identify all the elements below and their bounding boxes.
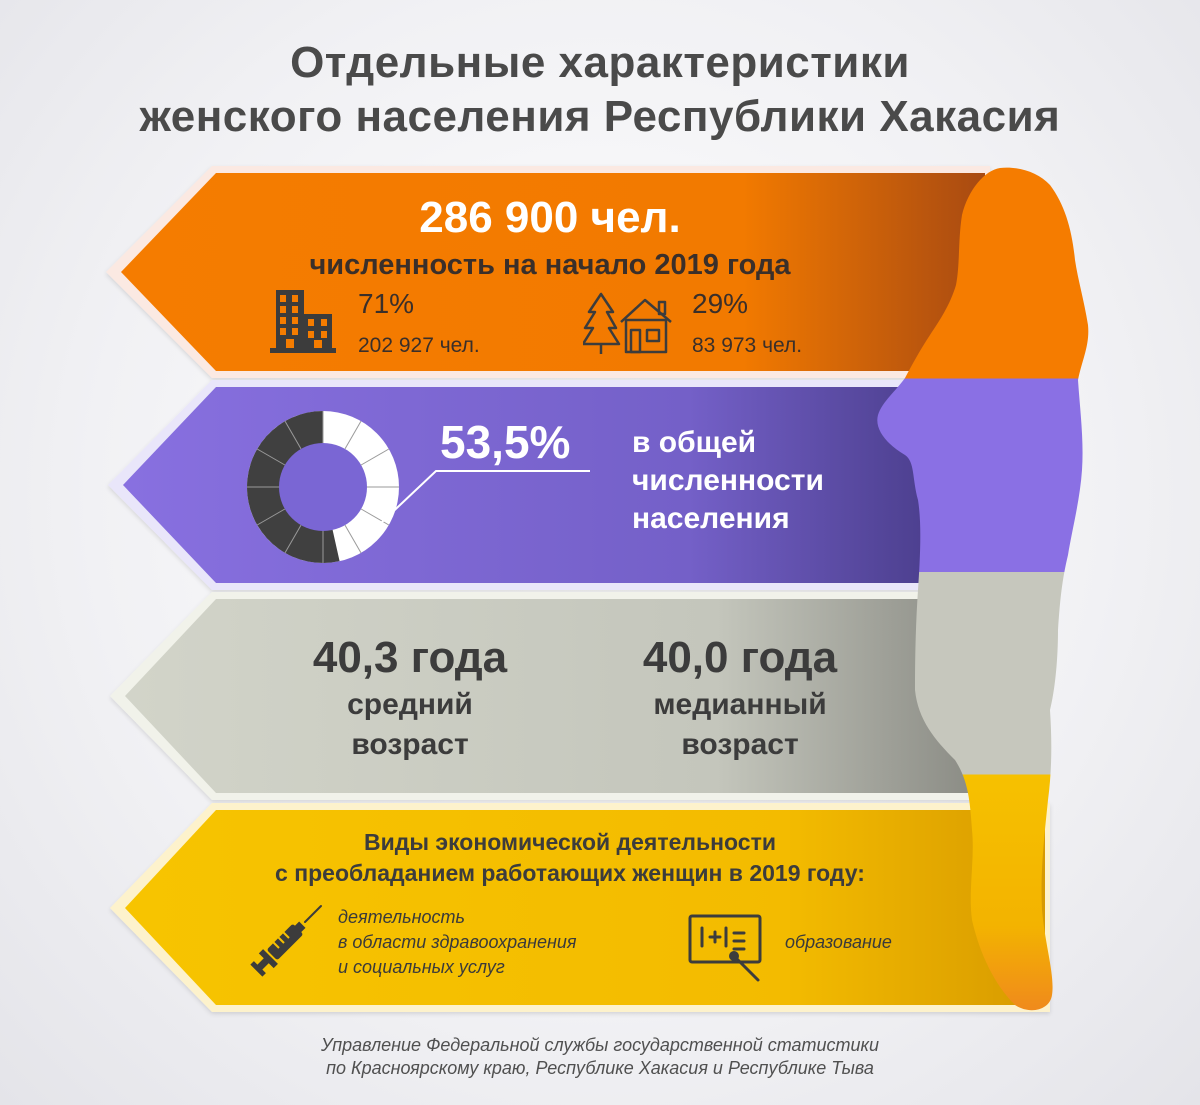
apartment-building-icon <box>270 290 336 353</box>
share-label-line-3: населения <box>632 502 790 535</box>
footer-line-2: по Красноярскому краю, Республике Хакаси… <box>326 1058 874 1078</box>
band-yellow <box>125 810 1045 1005</box>
share-leader-line <box>381 470 590 523</box>
mean-age-label-1: средний <box>347 688 473 721</box>
title-line-2: женского населения Республики Хакасия <box>139 92 1061 141</box>
chalkboard-icon <box>688 914 762 982</box>
footer-line-1: Управление Федеральной службы государств… <box>320 1035 880 1055</box>
band-orange <box>121 173 985 371</box>
economy-heading-1: Виды экономической деятельности <box>363 829 776 855</box>
median-age-value: 40,0 года <box>642 633 838 682</box>
syringe-icon <box>250 905 322 977</box>
woman-silhouette <box>877 167 1089 1011</box>
urban-percent: 71% <box>358 288 415 319</box>
health-label-2: в области здравоохранения <box>338 932 577 952</box>
rural-count: 83 973 чел. <box>692 334 803 357</box>
mean-age-value: 40,3 года <box>312 633 508 682</box>
urban-count: 202 927 чел. <box>358 334 480 357</box>
median-age-label-2: возраст <box>681 728 799 761</box>
donut-segment-divider <box>344 524 362 554</box>
donut-segment-divider <box>256 448 286 466</box>
share-donut <box>247 411 399 563</box>
donut-segment-divider <box>360 448 390 466</box>
share-label-line-1: в общей <box>632 426 757 459</box>
population-value: 286 900 чел. <box>419 193 681 242</box>
donut-segment-divider <box>360 508 390 526</box>
donut-segment-divider <box>284 524 302 554</box>
median-age-label-1: медианный <box>653 688 827 721</box>
rural-percent: 29% <box>692 288 749 319</box>
page-title: Отдельные характеристики женского населе… <box>0 36 1200 144</box>
mean-age-label-2: возраст <box>351 728 469 761</box>
band-gray <box>125 599 970 793</box>
donut-segment-divider <box>344 420 362 450</box>
economy-heading-2: с преобладанием работающих женщин в 2019… <box>275 860 865 886</box>
education-label: образование <box>785 932 892 952</box>
donut-segment-divider <box>284 420 302 450</box>
house-with-tree-icon <box>583 292 672 354</box>
share-label-line-2: численности <box>632 464 824 497</box>
share-percent: 53,5% <box>440 416 571 468</box>
title-line-1: Отдельные характеристики <box>290 38 910 87</box>
donut-segment-divider <box>256 508 286 526</box>
population-caption: численность на начало 2019 года <box>309 249 791 281</box>
health-label-3: и социальных услуг <box>338 957 505 977</box>
source-footer: Управление Федеральной службы государств… <box>0 1034 1200 1080</box>
health-label-1: деятельность <box>338 907 465 927</box>
